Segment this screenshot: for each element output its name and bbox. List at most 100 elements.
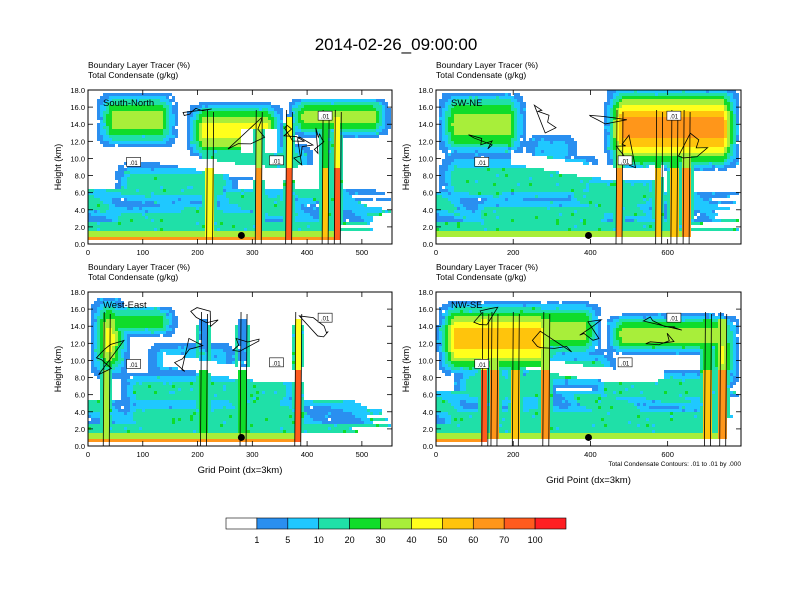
- panel-west-east: Boundary Layer Tracer (%)Total Condensat…: [53, 262, 393, 476]
- y-tick-label: 8.0: [423, 172, 433, 181]
- contour-header: Total Condensate (g/kg): [88, 272, 178, 282]
- contour-label-box: [474, 157, 490, 167]
- field-header: Boundary Layer Tracer (%): [436, 60, 538, 70]
- y-tick-label: 10.0: [70, 356, 85, 365]
- colorbar-label: 70: [499, 535, 509, 545]
- y-axis-label: Height (km): [53, 144, 63, 191]
- colorbar-swatch: [380, 517, 412, 530]
- contour-label-box: [666, 312, 682, 323]
- condensate-contour: [206, 109, 214, 244]
- condensate-contours: [95, 307, 329, 446]
- condensate-contour: [490, 311, 499, 446]
- condensate-contour: [285, 109, 294, 244]
- colorbar-swatch: [411, 517, 443, 530]
- x-tick-label: 500: [356, 450, 369, 459]
- colorbar-label: 100: [528, 535, 543, 545]
- condensate-contour: [292, 136, 315, 166]
- y-tick-label: 6.0: [423, 391, 433, 400]
- y-tick-label: 14.0: [418, 322, 433, 331]
- condensate-contour: [182, 107, 212, 117]
- x-tick-label: 100: [137, 450, 150, 459]
- plot-frame: [87, 291, 393, 447]
- condensate-contour: [333, 109, 342, 244]
- y-tick-label: 2.0: [75, 223, 85, 232]
- x-tick-label: 600: [661, 450, 674, 459]
- colorbar-swatch: [349, 517, 381, 530]
- y-tick-label: 18.0: [70, 288, 85, 297]
- condensate-contour: [531, 330, 572, 353]
- y-tick-label: 4.0: [423, 408, 433, 417]
- x-axis-label: Grid Point (dx=3km): [546, 475, 631, 486]
- y-tick-label: 12.0: [70, 137, 85, 146]
- panel-label: NW-SE: [451, 300, 483, 311]
- plot-area: .01 .01 .01: [88, 90, 392, 244]
- panels: Boundary Layer Tracer (%) Total Condensat…: [53, 60, 742, 486]
- plot-area: .01 .01 .01: [88, 292, 392, 446]
- contour-label: .01: [670, 115, 679, 121]
- y-axis-label: Height (km): [53, 346, 63, 393]
- panel-label: South-North: [103, 98, 154, 109]
- colorbar-label: 5: [285, 535, 290, 545]
- condensate-contours: [473, 306, 728, 446]
- colorbar-swatch: [287, 517, 320, 530]
- plot-area: .01 .01 .01: [436, 292, 741, 446]
- contour-label-box: [617, 357, 633, 368]
- y-tick-label: 6.0: [75, 391, 85, 400]
- y-tick-label: 0.0: [423, 240, 433, 249]
- contour-label: .01: [478, 363, 487, 369]
- field-header: Boundary Layer Tracer (%): [88, 60, 190, 70]
- contour-label: .01: [129, 363, 138, 369]
- y-tick-label: 14.0: [70, 322, 85, 331]
- colorbar-label: 50: [437, 535, 447, 545]
- contour-label: .01: [321, 115, 330, 121]
- condensate-contour: [298, 315, 329, 338]
- condensate-contour: [682, 109, 691, 244]
- condensate-contour: [232, 337, 260, 352]
- y-tick-label: 4.0: [75, 206, 85, 215]
- y-axis-label: Height (km): [401, 346, 411, 393]
- y-tick-label: 12.0: [418, 137, 433, 146]
- colorbar-swatch: [503, 517, 536, 530]
- contour-label-box: [617, 155, 633, 166]
- x-tick-label: 0: [86, 450, 90, 459]
- x-tick-label: 300: [246, 450, 259, 459]
- y-tick-label: 16.0: [418, 305, 433, 314]
- y-tick-label: 10.0: [418, 154, 433, 163]
- contour-label: .01: [272, 361, 281, 367]
- location-marker: [237, 433, 245, 441]
- contour-note: Total Condensate Contours: .01 to .01 by…: [608, 461, 741, 468]
- x-tick-label: 200: [507, 248, 520, 257]
- contour-label: .01: [129, 161, 138, 167]
- y-tick-label: 0.0: [423, 442, 433, 451]
- x-tick-label: 0: [434, 450, 438, 459]
- plot-frame: [87, 89, 393, 245]
- panel-label: West-East: [103, 300, 147, 311]
- y-tick-label: 8.0: [75, 172, 85, 181]
- contour-label-box: [269, 155, 284, 166]
- y-tick-label: 6.0: [423, 189, 433, 198]
- contour-label-box: [317, 312, 333, 323]
- y-tick-label: 12.0: [418, 339, 433, 348]
- location-marker: [237, 231, 245, 239]
- y-tick-label: 2.0: [75, 425, 85, 434]
- condensate-contours: [182, 107, 342, 244]
- y-tick-label: 10.0: [70, 154, 85, 163]
- colorbar-label: 1: [254, 535, 259, 545]
- contour-header: Total Condensate (g/kg): [436, 272, 526, 282]
- y-tick-label: 16.0: [70, 103, 85, 112]
- x-axis-label: Grid Point (dx=3km): [198, 465, 283, 476]
- tracer-field: [88, 298, 391, 442]
- x-tick-label: 200: [507, 450, 520, 459]
- contour-label-box: [666, 110, 682, 121]
- contour-label-box: [317, 110, 333, 121]
- condensate-contour: [95, 339, 125, 375]
- y-tick-label: 10.0: [418, 356, 433, 365]
- condensate-contour: [533, 104, 557, 134]
- colorbar-label: 60: [468, 535, 478, 545]
- x-tick-label: 400: [301, 248, 314, 257]
- x-tick-label: 400: [301, 450, 314, 459]
- condensate-contour: [670, 109, 679, 244]
- contour-label: .01: [478, 161, 487, 167]
- condensate-contour: [511, 311, 520, 446]
